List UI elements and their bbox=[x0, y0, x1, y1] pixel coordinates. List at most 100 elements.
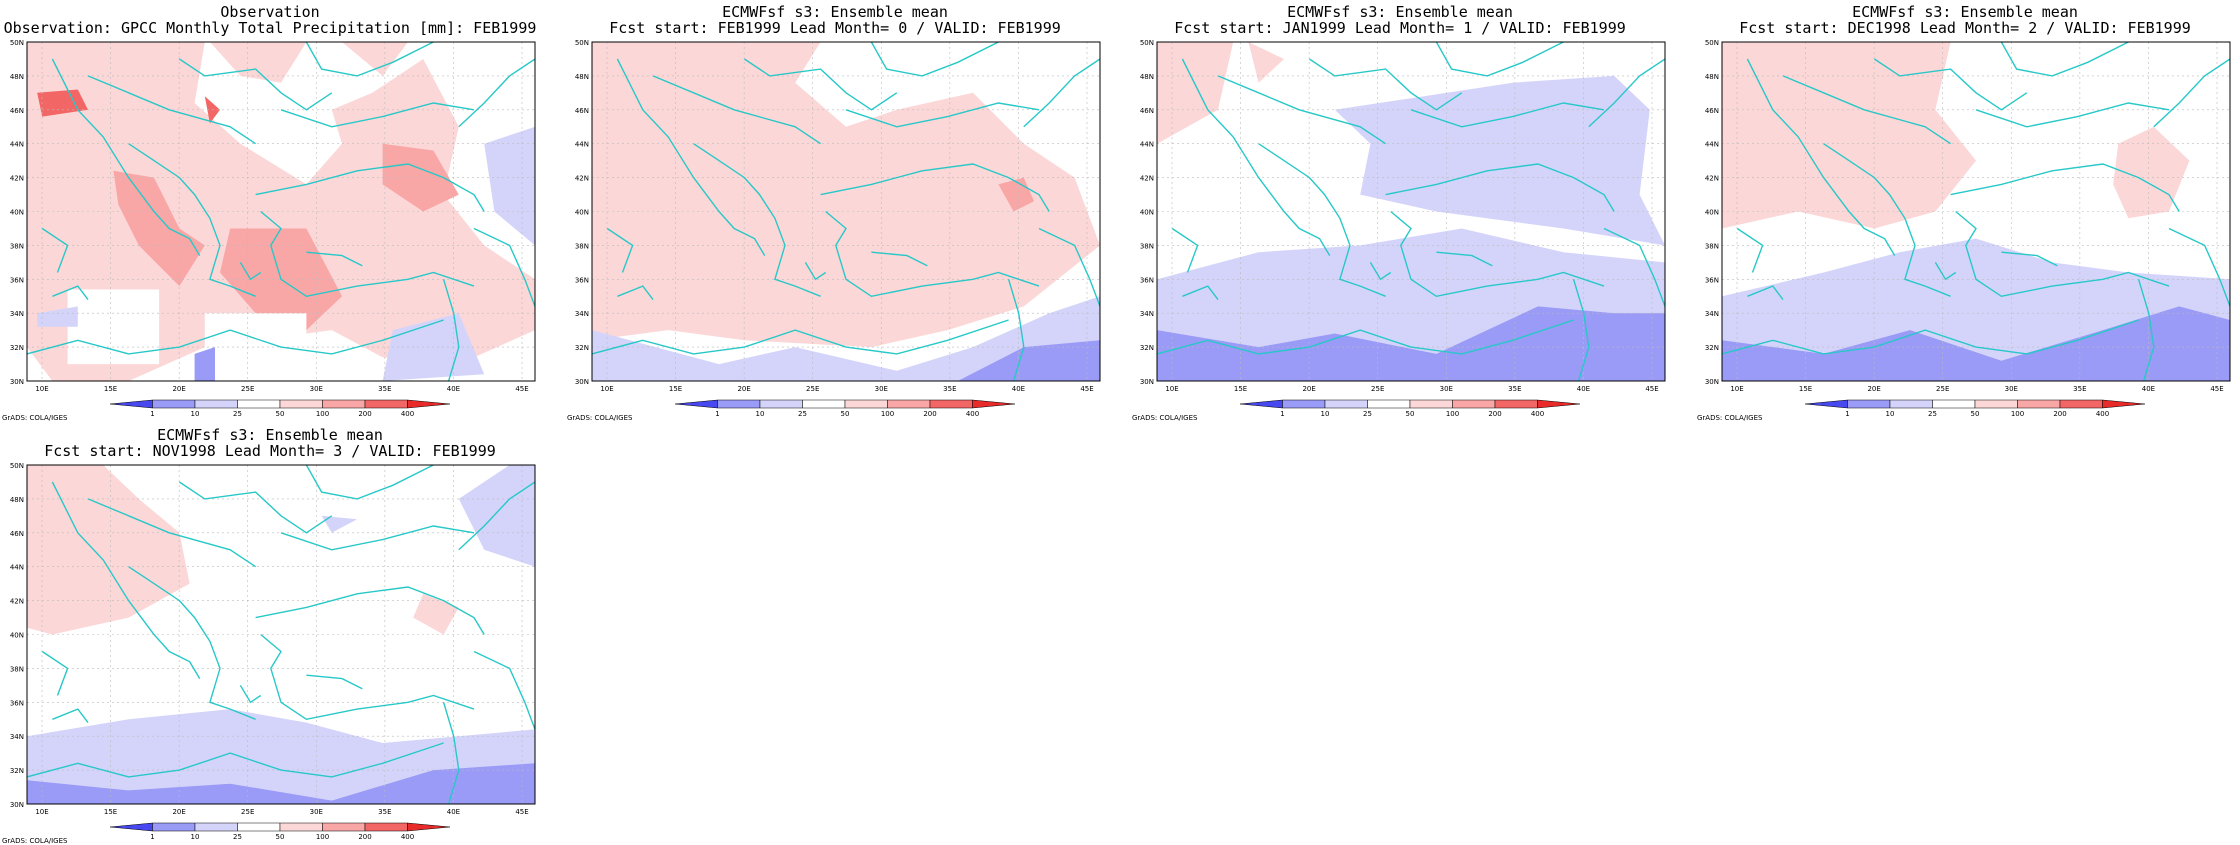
coastlines bbox=[1157, 42, 1665, 381]
panel-subtitle: Fcst start: FEB1999 Lead Month= 0 / VALI… bbox=[609, 19, 1061, 37]
coastline bbox=[1410, 102, 1605, 128]
coastline bbox=[27, 742, 444, 778]
colorbar-label: 400 bbox=[401, 410, 414, 418]
map-frame bbox=[26, 41, 536, 382]
lon-label: 20E bbox=[1867, 385, 1880, 393]
colorbar-swatch bbox=[1494, 399, 1538, 409]
map-frame bbox=[1156, 41, 1666, 382]
lat-label: 40N bbox=[575, 209, 589, 217]
colorbar: 1 10 25 50 100 200 400 bbox=[109, 399, 451, 418]
lon-label: 30E bbox=[310, 808, 323, 816]
colorbar-label: 200 bbox=[358, 410, 371, 418]
precip-shading bbox=[27, 42, 535, 381]
lat-label: 40N bbox=[1705, 209, 1719, 217]
lat-label: 42N bbox=[1705, 175, 1719, 183]
precip-region bbox=[1334, 75, 1665, 246]
colorbar-label: 1 bbox=[715, 410, 719, 418]
coastline bbox=[1736, 227, 1764, 273]
coastline bbox=[87, 498, 256, 568]
precip-shading bbox=[1157, 42, 1665, 381]
coastline bbox=[1171, 227, 1199, 273]
precip-region bbox=[37, 306, 78, 327]
panel-title: ECMWFsf s3: Ensemble mean bbox=[157, 426, 383, 444]
colorbar-swatch bbox=[237, 822, 281, 832]
lon-label: 15E bbox=[104, 808, 117, 816]
lat-label: 38N bbox=[1705, 242, 1719, 250]
colorbar: 1 10 25 50 100 200 400 bbox=[109, 822, 451, 841]
lon-label: 35E bbox=[2073, 385, 2086, 393]
coastline bbox=[280, 525, 475, 551]
precip-region bbox=[342, 42, 408, 76]
coastlines bbox=[27, 42, 535, 381]
grads-credit: GrADS: COLA/IGES bbox=[2, 414, 68, 422]
lat-label: 34N bbox=[1705, 310, 1719, 318]
coastline bbox=[1023, 58, 1100, 128]
lon-label: 35E bbox=[1508, 385, 1521, 393]
precip-map: 50N 48N 46N 44N 42N 40N 38N 36N 34N 32N 30N 10E 15E 2… bbox=[1705, 39, 2231, 418]
lat-label: 44N bbox=[10, 141, 24, 149]
lat-label: 34N bbox=[575, 310, 589, 318]
colorbar-swatch bbox=[1847, 399, 1891, 409]
map-grid: 50N 48N 46N 44N 42N 40N 38N 36N 34N 32N 30N 10E 15E 2… bbox=[575, 39, 1100, 393]
lon-label: 40E bbox=[2142, 385, 2155, 393]
precip-region bbox=[321, 515, 358, 533]
coastline bbox=[871, 251, 928, 267]
coastline bbox=[473, 227, 535, 307]
lon-label: 40E bbox=[1012, 385, 1025, 393]
lat-label: 46N bbox=[10, 107, 24, 115]
coastline bbox=[1955, 210, 2170, 298]
coastline bbox=[1217, 75, 1386, 145]
coastline bbox=[804, 262, 827, 281]
colorbar-label: 100 bbox=[2011, 410, 2024, 418]
precip-shading bbox=[27, 465, 535, 804]
lon-label: 10E bbox=[35, 385, 48, 393]
panel-subtitle: Fcst start: NOV1998 Lead Month= 3 / VALI… bbox=[44, 442, 496, 460]
lon-label: 30E bbox=[875, 385, 888, 393]
coastline bbox=[27, 319, 444, 355]
colorbar-swatch bbox=[237, 399, 281, 409]
colorbar-label: 25 bbox=[233, 410, 242, 418]
lon-label: 30E bbox=[2005, 385, 2018, 393]
coastline bbox=[280, 102, 475, 128]
lon-label: 40E bbox=[447, 808, 460, 816]
coastline bbox=[305, 465, 434, 500]
colorbar-label: 1 bbox=[150, 410, 154, 418]
lat-label: 42N bbox=[1140, 175, 1154, 183]
coastline bbox=[652, 75, 821, 145]
coastline bbox=[473, 650, 535, 730]
panel-title: ECMWFsf s3: Ensemble mean bbox=[722, 3, 948, 21]
colorbar-swatch bbox=[2059, 399, 2103, 409]
coastline bbox=[2137, 279, 2155, 381]
colorbar-swatch bbox=[194, 399, 238, 409]
coastline bbox=[41, 227, 69, 273]
lat-label: 50N bbox=[1140, 39, 1154, 47]
grads-credit: GrADS: COLA/IGES bbox=[567, 414, 633, 422]
coastline bbox=[306, 674, 363, 690]
coastline bbox=[458, 481, 535, 551]
coastline bbox=[1007, 279, 1025, 381]
colorbar-label: 1 bbox=[1280, 410, 1284, 418]
map-panel-3: ECMWFsf s3: Ensemble mean Fcst start: JA… bbox=[1130, 0, 1690, 422]
lat-label: 32N bbox=[1705, 344, 1719, 352]
coastline bbox=[128, 143, 256, 297]
colorbar-swatch bbox=[322, 822, 366, 832]
colorbar-label: 400 bbox=[1531, 410, 1544, 418]
colorbar-label: 50 bbox=[276, 410, 285, 418]
map-panel-4: ECMWFsf s3: Ensemble mean Fcst start: DE… bbox=[1695, 0, 2240, 422]
coastline bbox=[87, 75, 256, 145]
coastline bbox=[1603, 227, 1665, 307]
colorbar: 1 10 25 50 100 200 400 bbox=[674, 399, 1016, 418]
colorbar-swatch bbox=[1239, 399, 1283, 409]
colorbar-label: 100 bbox=[1446, 410, 1459, 418]
lon-label: 25E bbox=[1371, 385, 1384, 393]
lat-label: 46N bbox=[575, 107, 589, 115]
colorbar-swatch bbox=[279, 822, 323, 832]
colorbar-swatch bbox=[322, 399, 366, 409]
map-grid: 50N 48N 46N 44N 42N 40N 38N 36N 34N 32N 30N 10E 15E 2… bbox=[10, 462, 535, 816]
lat-label: 48N bbox=[1705, 73, 1719, 81]
grads-credit: GrADS: COLA/IGES bbox=[1132, 414, 1198, 422]
coastline bbox=[2000, 42, 2129, 77]
lon-label: 15E bbox=[669, 385, 682, 393]
map-frame bbox=[26, 464, 536, 805]
precip-map: 50N 48N 46N 44N 42N 40N 38N 36N 34N 32N 30N 10E 15E 2… bbox=[10, 462, 536, 841]
